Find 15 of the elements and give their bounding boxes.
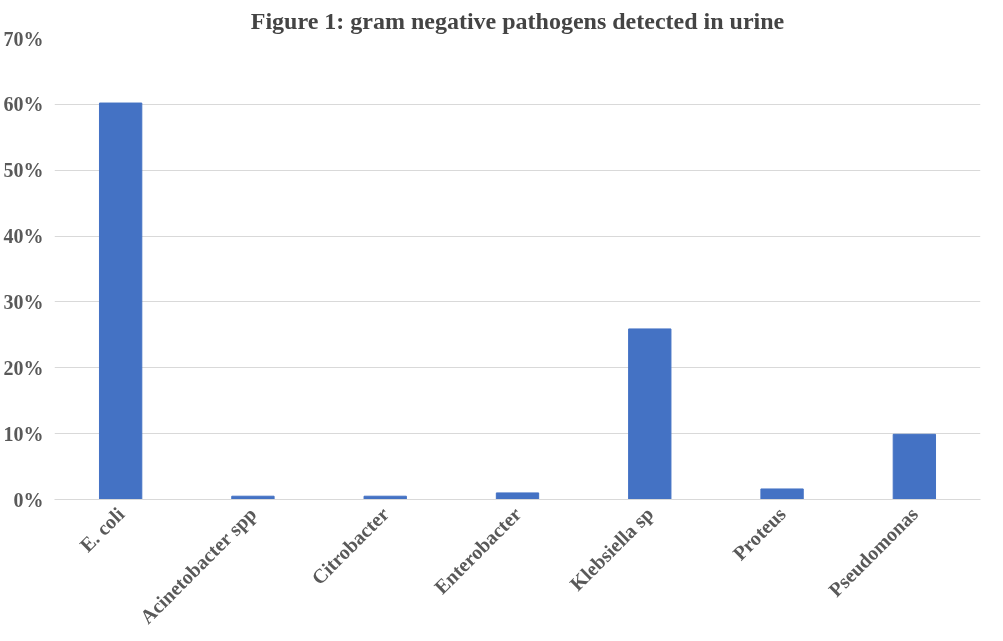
y-tick-label: 10% xyxy=(3,422,44,445)
bar xyxy=(892,433,937,500)
bar xyxy=(760,488,804,500)
y-tick-label: 30% xyxy=(3,290,44,313)
bar xyxy=(628,328,672,500)
y-tick-label: 40% xyxy=(3,225,44,248)
y-tick-label: 60% xyxy=(3,93,44,116)
chart-title: Figure 1: gram negative pathogens detected in urine xyxy=(250,7,785,34)
y-tick-label: 70% xyxy=(3,27,44,50)
bar xyxy=(98,102,143,500)
y-tick-label: 50% xyxy=(3,159,44,182)
bar xyxy=(495,492,540,500)
y-tick-label: 0% xyxy=(13,488,44,511)
x-tick-label: E. coli xyxy=(75,502,129,556)
y-tick-label: 20% xyxy=(3,356,44,379)
